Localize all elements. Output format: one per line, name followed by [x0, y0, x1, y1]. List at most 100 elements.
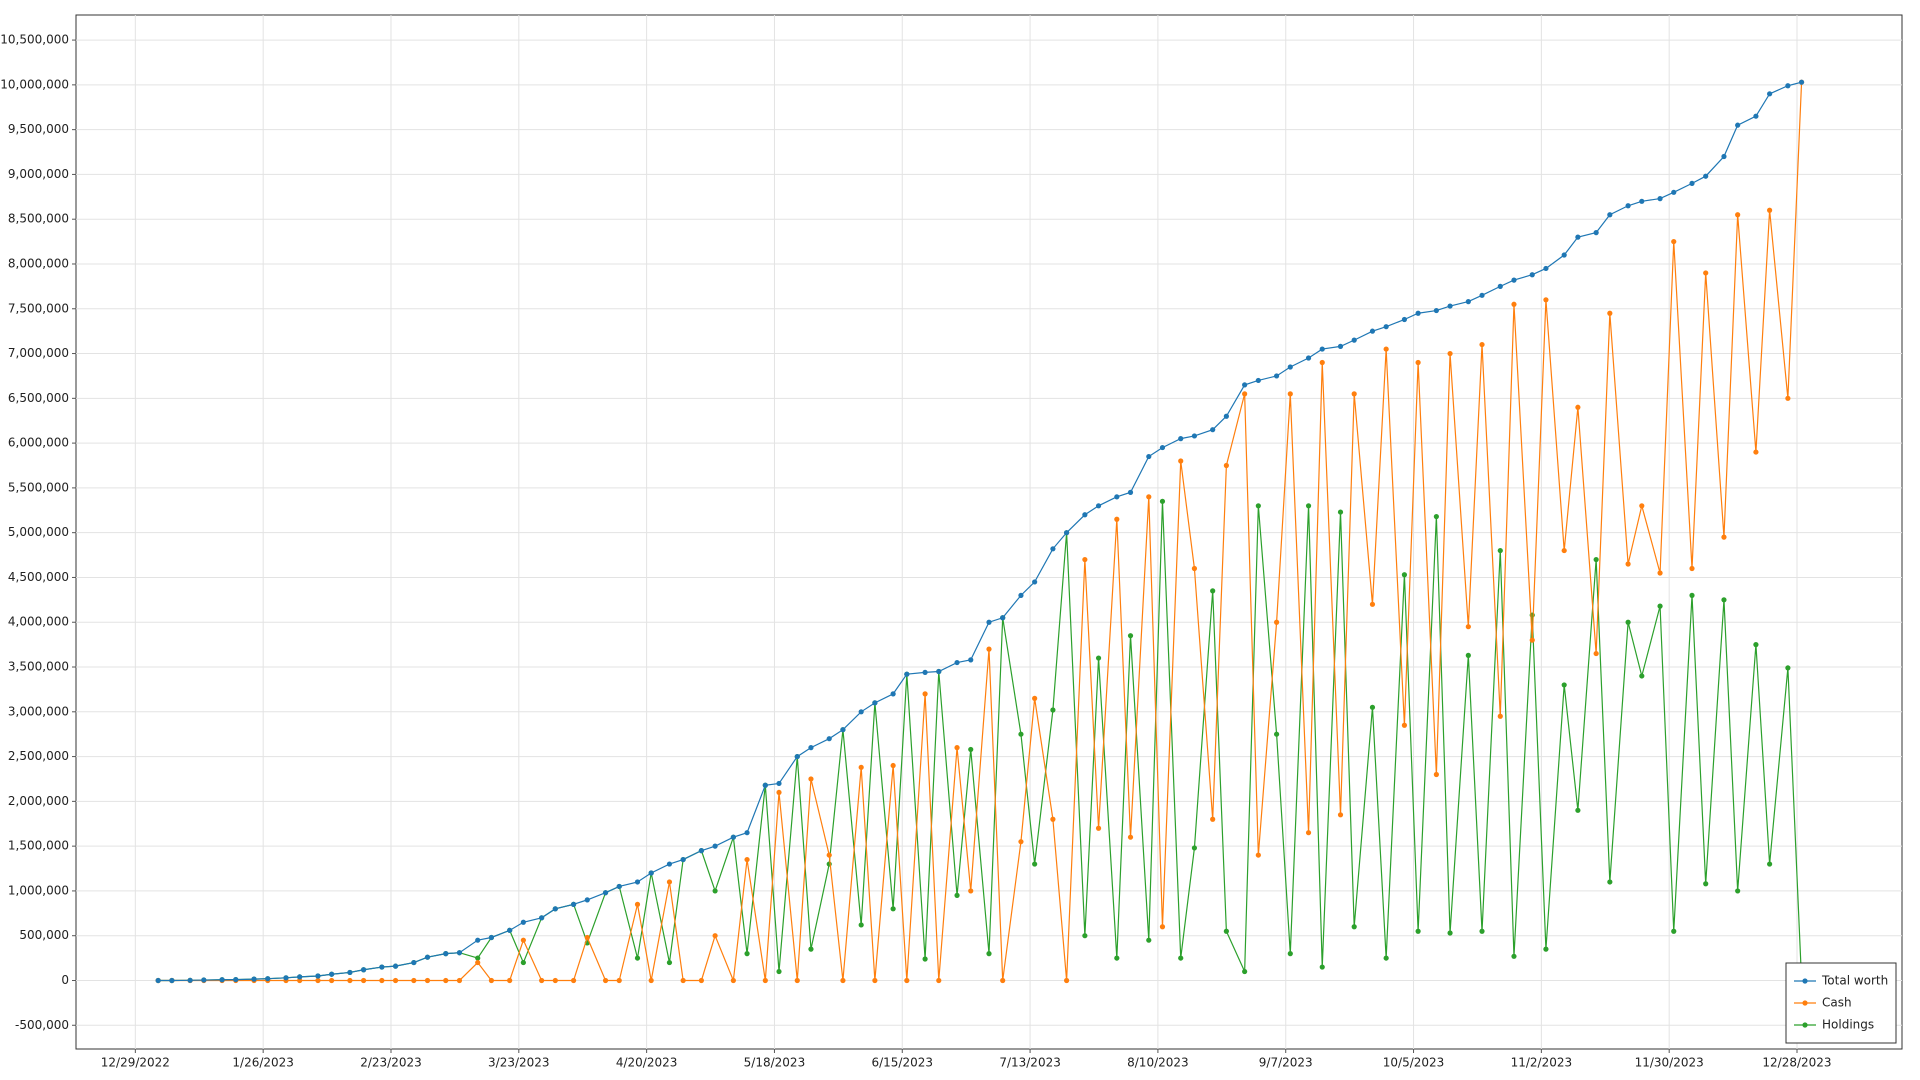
data-point: [1593, 556, 1599, 563]
data-point: [1703, 173, 1709, 179]
data-point: [1178, 458, 1184, 464]
data-point: [1401, 722, 1408, 728]
data-point: [698, 848, 705, 854]
data-point: [1178, 955, 1184, 961]
data-point: [360, 977, 367, 984]
y-tick-label: 1,500,000: [8, 839, 69, 853]
data-point: [1543, 946, 1549, 952]
data-point: [1351, 924, 1357, 930]
data-point: [1767, 91, 1773, 97]
data-point: [1319, 346, 1325, 352]
data-point: [1255, 852, 1261, 858]
data-point: [1607, 879, 1613, 885]
data-point: [488, 977, 495, 984]
data-point: [1593, 650, 1599, 657]
data-point: [520, 937, 526, 943]
data-point: [1543, 297, 1549, 303]
data-point: [1511, 953, 1517, 959]
data-point: [507, 977, 513, 984]
series-line: [158, 81, 1802, 982]
y-tick-label: 500,000: [19, 928, 69, 942]
data-point: [1639, 673, 1645, 679]
data-point: [680, 977, 686, 984]
data-point: [539, 977, 545, 984]
data-point: [808, 946, 814, 952]
data-point: [1114, 955, 1120, 961]
data-point: [1050, 546, 1056, 552]
data-point: [986, 646, 992, 652]
data-point: [730, 977, 736, 984]
legend-swatch-dot: [1802, 1000, 1808, 1006]
data-point: [1479, 292, 1485, 298]
data-point: [1191, 565, 1198, 572]
data-point: [666, 959, 673, 966]
data-point: [936, 668, 942, 675]
data-point: [1337, 509, 1344, 515]
data-point: [794, 753, 800, 760]
series-line: [158, 82, 1803, 982]
y-tick-label: 1,000,000: [8, 883, 69, 897]
y-tick-label: 9,500,000: [8, 122, 69, 136]
data-point: [1415, 928, 1421, 934]
y-tick-label: 3,500,000: [8, 660, 69, 674]
data-point: [520, 919, 526, 925]
data-point: [219, 977, 225, 983]
data-point: [744, 830, 750, 836]
legend-swatch-dot: [1802, 978, 1808, 984]
data-point: [1447, 930, 1453, 936]
data-point: [1114, 494, 1120, 500]
data-point: [1561, 682, 1567, 688]
data-point: [411, 959, 417, 966]
data-point: [347, 977, 353, 984]
data-point: [1146, 453, 1152, 460]
y-tick-label: 8,500,000: [8, 212, 69, 226]
data-point: [968, 657, 974, 663]
data-point: [456, 977, 463, 984]
data-point: [1753, 642, 1759, 648]
data-point: [187, 977, 193, 983]
x-tick-label: 12/29/2022: [101, 1056, 170, 1070]
data-point: [776, 780, 782, 787]
data-point: [904, 671, 910, 677]
data-point: [1319, 964, 1325, 970]
data-point: [1721, 597, 1727, 603]
data-point: [1114, 516, 1120, 522]
data-point: [1785, 83, 1791, 89]
data-point: [954, 659, 960, 666]
data-point: [570, 901, 577, 907]
data-point: [1255, 503, 1261, 509]
data-point: [1127, 489, 1134, 495]
x-tick-label: 11/30/2023: [1635, 1056, 1704, 1070]
data-point: [1721, 534, 1727, 540]
data-point: [1625, 561, 1631, 567]
data-point: [1735, 122, 1741, 128]
data-point: [744, 951, 750, 957]
data-point: [872, 977, 878, 984]
data-point: [1159, 924, 1166, 930]
data-point: [648, 977, 654, 984]
data-point: [552, 906, 558, 912]
data-point: [1146, 494, 1152, 500]
data-point: [1575, 807, 1581, 813]
y-tick-label: 6,000,000: [8, 436, 69, 450]
data-point: [1639, 198, 1645, 204]
data-point: [1337, 343, 1344, 349]
data-point: [1273, 731, 1280, 737]
data-point: [712, 888, 718, 894]
data-point: [552, 977, 558, 984]
data-point: [1095, 503, 1102, 509]
data-point: [475, 955, 481, 961]
data-point: [1191, 433, 1198, 439]
data-point: [1447, 303, 1453, 309]
data-point: [858, 764, 864, 770]
data-point: [922, 669, 928, 675]
data-point: [1785, 665, 1791, 671]
data-point: [922, 956, 928, 962]
data-point: [1753, 113, 1759, 119]
data-point: [616, 977, 622, 984]
data-point: [570, 977, 577, 984]
data-point: [1210, 427, 1216, 433]
data-point: [1273, 373, 1280, 379]
data-point: [1671, 189, 1677, 195]
data-point: [1593, 230, 1599, 236]
